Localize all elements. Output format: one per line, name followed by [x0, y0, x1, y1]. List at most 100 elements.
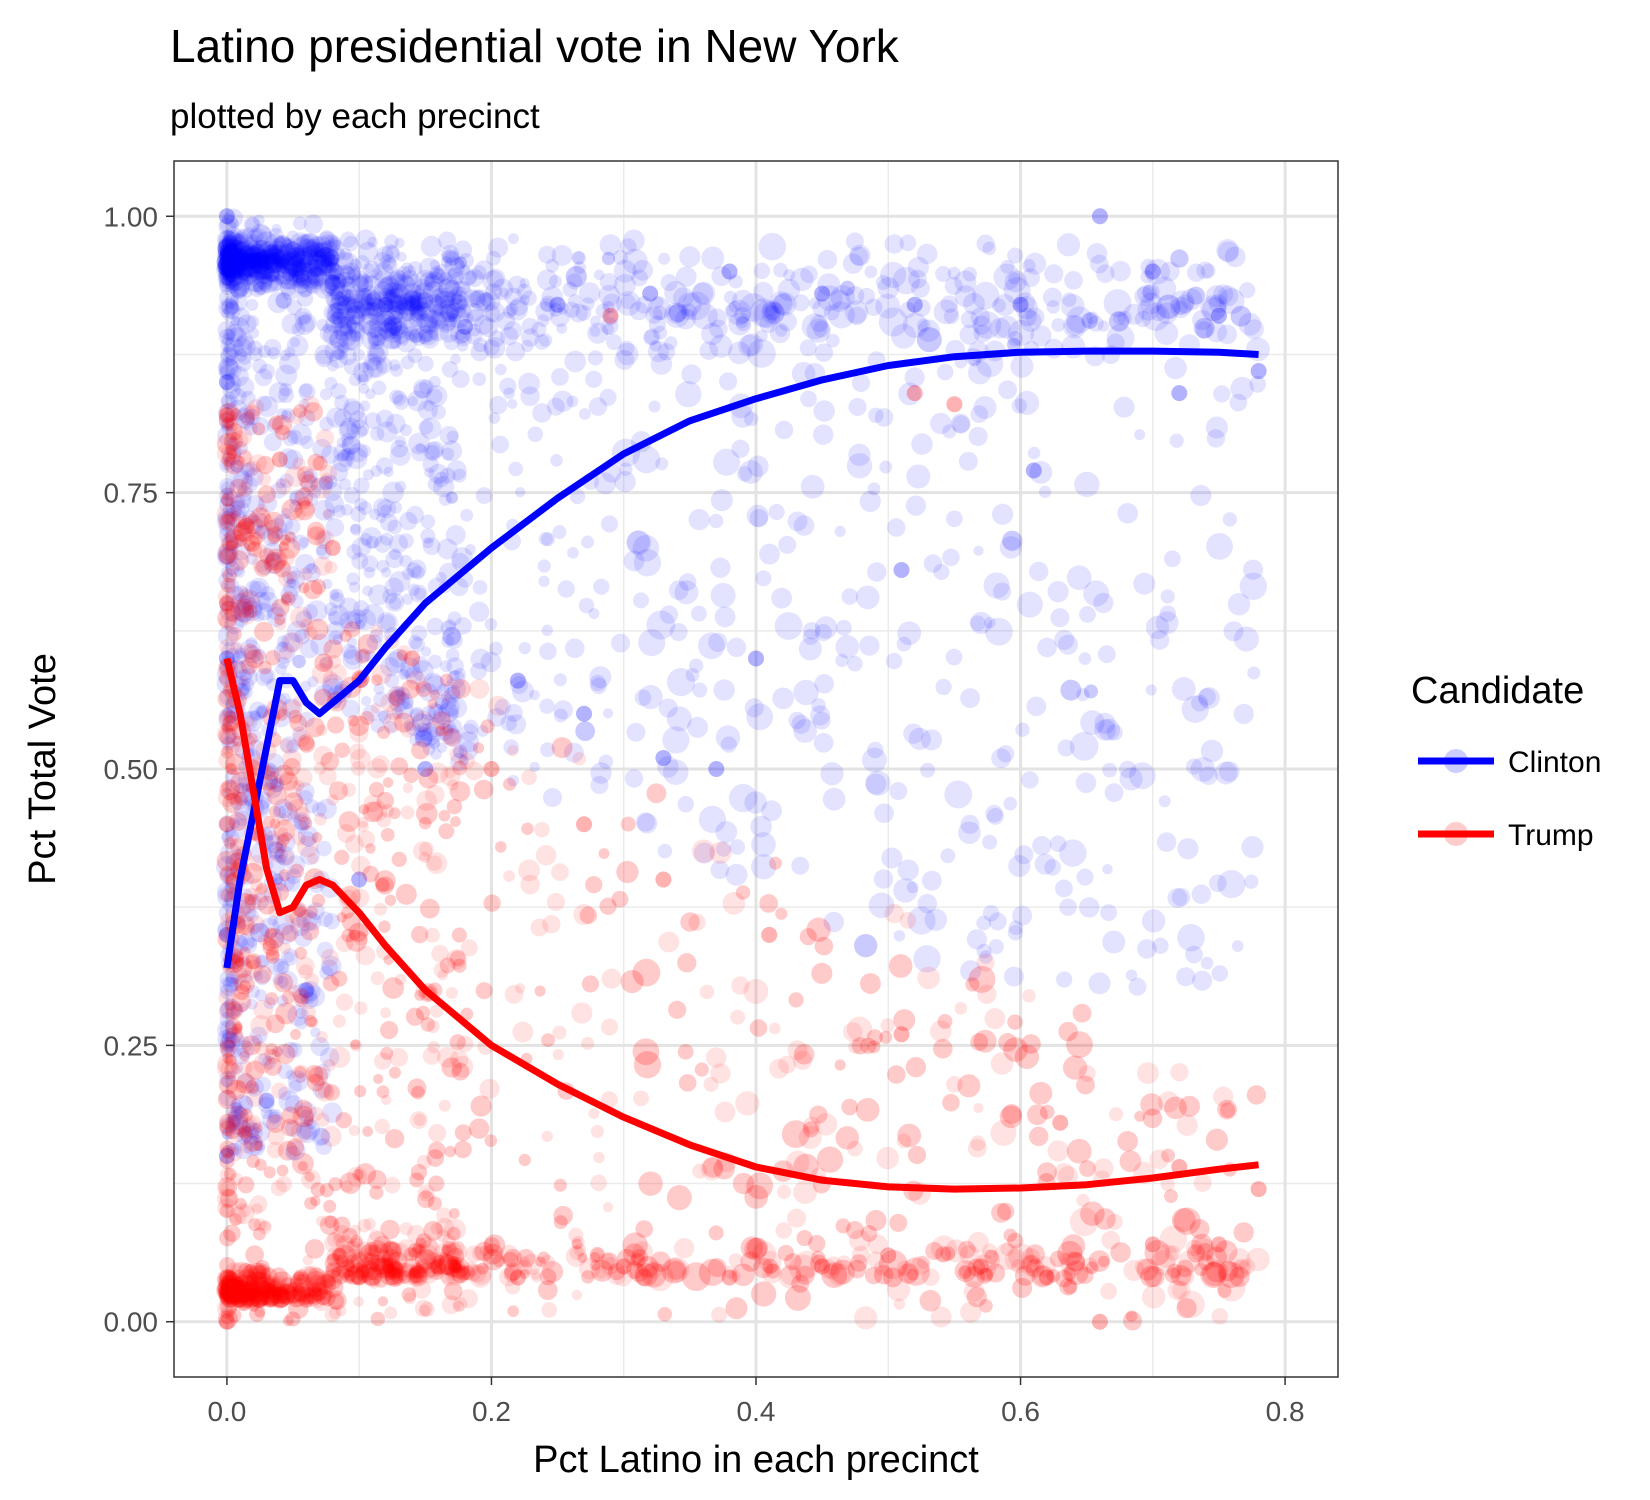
- data-point: [409, 637, 426, 653]
- data-point: [218, 275, 236, 292]
- data-point: [674, 580, 699, 605]
- data-point: [521, 769, 537, 785]
- data-point: [324, 252, 335, 263]
- data-point: [759, 314, 778, 334]
- data-point: [400, 355, 415, 370]
- data-point: [933, 563, 950, 581]
- data-point: [309, 250, 320, 261]
- data-point: [391, 851, 407, 867]
- data-point: [227, 249, 244, 266]
- data-point: [1246, 1085, 1267, 1105]
- data-point: [271, 252, 291, 272]
- data-point: [407, 291, 427, 311]
- data-point: [227, 1114, 249, 1135]
- data-point: [323, 303, 342, 322]
- data-point: [374, 535, 392, 553]
- data-point: [256, 882, 268, 895]
- data-point: [432, 287, 450, 305]
- data-point: [232, 252, 249, 269]
- data-point: [1160, 589, 1175, 604]
- data-point: [326, 407, 347, 428]
- data-point: [936, 363, 954, 381]
- data-point: [1003, 1228, 1018, 1243]
- data-point: [434, 264, 452, 282]
- data-point: [521, 339, 534, 353]
- data-point: [358, 383, 370, 394]
- data-point: [362, 704, 380, 722]
- data-point: [236, 333, 255, 351]
- data-point: [299, 255, 319, 274]
- data-point: [221, 262, 233, 275]
- data-point: [275, 249, 295, 269]
- data-point: [281, 990, 296, 1004]
- data-point: [282, 430, 299, 447]
- data-point: [251, 255, 270, 274]
- data-point: [261, 260, 272, 271]
- data-point: [276, 641, 288, 653]
- data-point: [444, 279, 461, 296]
- data-point: [540, 298, 554, 312]
- data-point: [762, 299, 783, 320]
- data-point: [1217, 869, 1246, 899]
- data-point: [1142, 1108, 1163, 1129]
- data-point: [1106, 333, 1125, 353]
- data-point: [319, 1047, 340, 1067]
- data-point: [247, 257, 259, 268]
- data-point: [1047, 1140, 1069, 1162]
- data-point: [261, 250, 274, 262]
- data-point: [422, 537, 434, 549]
- data-point: [298, 964, 314, 980]
- data-point: [346, 637, 358, 648]
- data-point: [835, 619, 852, 636]
- data-point: [417, 355, 434, 372]
- data-point: [371, 755, 390, 773]
- data-point: [221, 261, 237, 276]
- data-point: [383, 299, 399, 314]
- data-point: [991, 298, 1006, 313]
- data-point: [380, 1046, 394, 1060]
- data-point: [431, 405, 446, 420]
- data-point: [566, 395, 579, 408]
- data-point: [399, 317, 419, 337]
- data-point: [590, 1124, 604, 1139]
- data-point: [228, 276, 250, 298]
- data-point: [447, 1226, 461, 1241]
- data-point: [352, 275, 369, 293]
- data-point: [312, 801, 327, 817]
- data-point: [323, 509, 336, 521]
- data-point: [366, 634, 383, 651]
- data-point: [324, 261, 342, 280]
- data-point: [285, 271, 300, 286]
- data-point: [701, 322, 724, 346]
- data-point: [731, 405, 754, 428]
- data-point: [447, 266, 461, 280]
- data-point: [221, 459, 233, 471]
- data-point: [468, 601, 490, 622]
- data-point: [322, 508, 333, 519]
- data-point: [223, 254, 239, 270]
- data-point: [248, 347, 263, 362]
- data-point: [614, 471, 636, 493]
- data-point: [759, 543, 780, 565]
- data-point: [747, 339, 776, 368]
- data-point: [218, 1074, 239, 1095]
- data-point: [256, 455, 275, 475]
- data-point: [376, 611, 398, 634]
- data-point: [465, 269, 484, 288]
- data-point: [529, 761, 540, 773]
- data-point: [687, 716, 709, 738]
- data-point: [266, 603, 284, 621]
- data-point: [255, 524, 271, 540]
- data-point: [441, 440, 463, 462]
- data-point: [825, 333, 840, 348]
- data-point: [738, 334, 761, 357]
- data-point: [321, 248, 340, 267]
- data-point: [288, 265, 300, 278]
- data-point: [340, 266, 356, 281]
- data-point: [221, 265, 237, 282]
- data-point: [289, 489, 306, 506]
- data-point: [531, 321, 547, 338]
- data-point: [1097, 645, 1116, 664]
- data-point: [564, 350, 587, 373]
